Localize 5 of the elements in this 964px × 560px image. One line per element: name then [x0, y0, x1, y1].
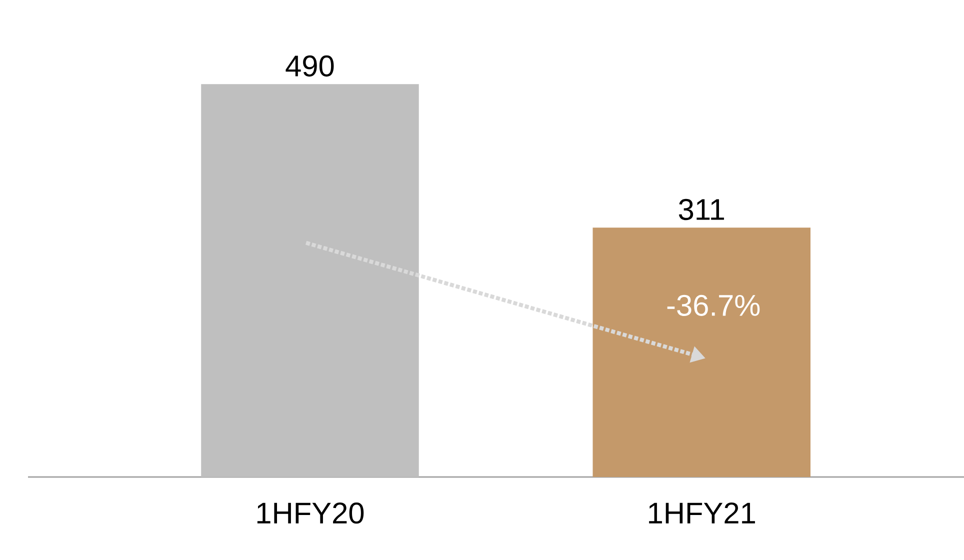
x-tick-label: 1HFY21 — [649, 502, 755, 524]
data-label: 311 — [678, 198, 724, 220]
x-tick-label: 1HFY20 — [257, 502, 364, 524]
data-label: 490 — [286, 55, 334, 77]
annotation: -36.7% — [667, 294, 760, 316]
